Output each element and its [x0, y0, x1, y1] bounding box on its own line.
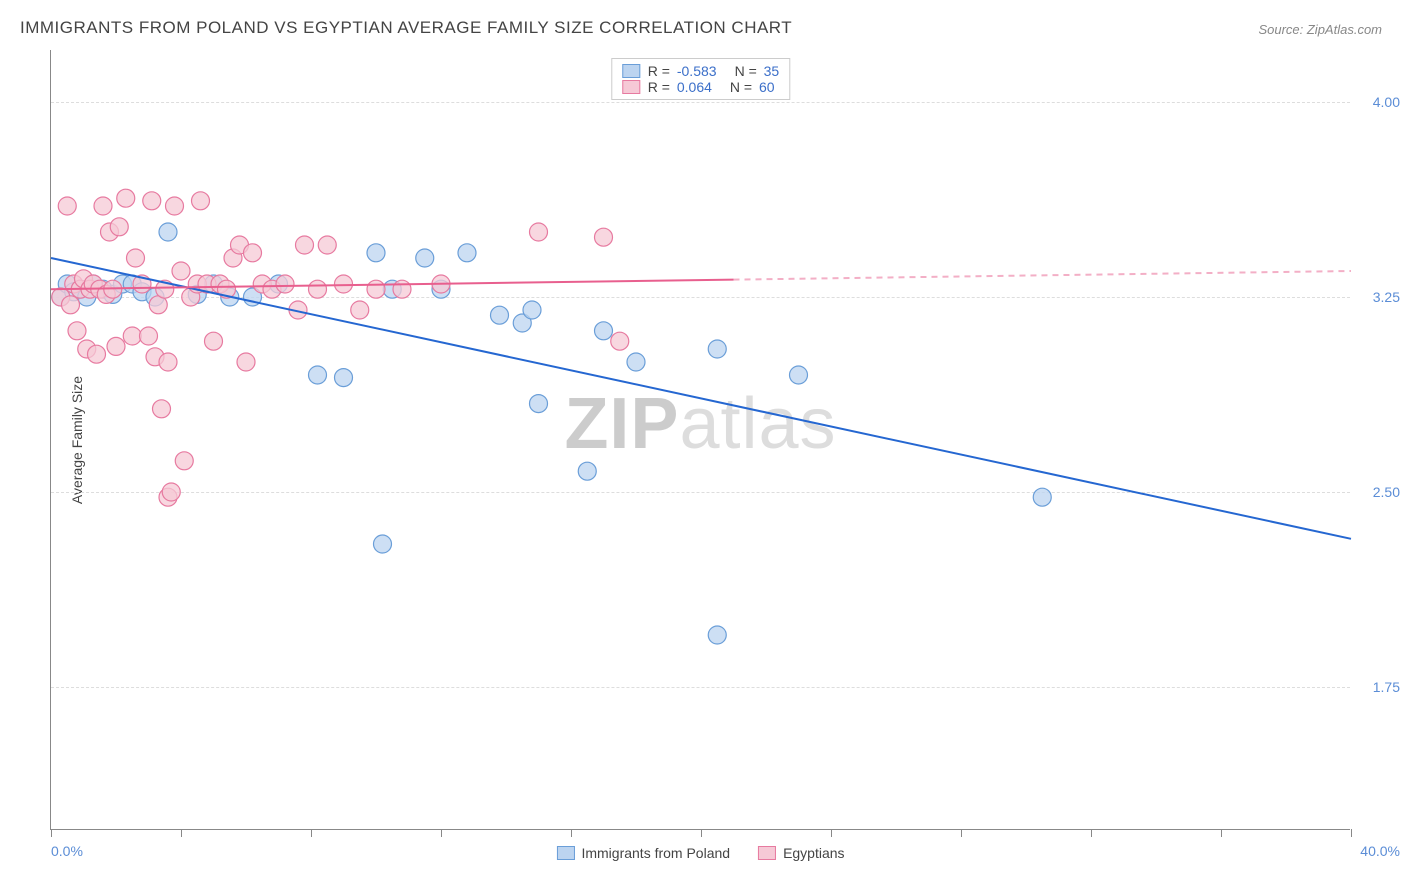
n-label: N = 60 [730, 79, 775, 95]
legend-stats: R = -0.583 N = 35 R = 0.064 N = 60 [611, 58, 790, 100]
legend-series-label: Immigrants from Poland [581, 845, 730, 861]
x-axis-min-label: 0.0% [51, 843, 83, 859]
data-point [309, 366, 327, 384]
x-axis-max-label: 40.0% [1360, 843, 1400, 859]
data-point [110, 218, 128, 236]
data-point [172, 262, 190, 280]
r-label: R = -0.583 [648, 63, 717, 79]
data-point [367, 280, 385, 298]
data-point [351, 301, 369, 319]
data-point [335, 369, 353, 387]
source-attribution: Source: ZipAtlas.com [1258, 22, 1382, 37]
legend-swatch [758, 846, 776, 860]
x-tick [1221, 829, 1222, 837]
data-point [94, 197, 112, 215]
x-tick [701, 829, 702, 837]
data-point [523, 301, 541, 319]
y-tick-label: 4.00 [1360, 94, 1400, 110]
n-label: N = 35 [735, 63, 780, 79]
x-tick [1091, 829, 1092, 837]
x-tick [181, 829, 182, 837]
data-point [708, 340, 726, 358]
x-tick [961, 829, 962, 837]
legend-stat-row: R = 0.064 N = 60 [622, 79, 779, 95]
data-point [790, 366, 808, 384]
legend-swatch [556, 846, 574, 860]
scatter-plot-svg [51, 50, 1350, 829]
data-point [88, 345, 106, 363]
data-point [166, 197, 184, 215]
y-tick-label: 3.25 [1360, 289, 1400, 305]
data-point [627, 353, 645, 371]
legend-series-label: Egyptians [783, 845, 844, 861]
x-tick [831, 829, 832, 837]
data-point [175, 452, 193, 470]
data-point [309, 280, 327, 298]
legend-swatch [622, 80, 640, 94]
trend-line [51, 258, 1351, 539]
x-tick [311, 829, 312, 837]
data-point [153, 400, 171, 418]
data-point [159, 223, 177, 241]
legend-series-item: Immigrants from Poland [556, 845, 730, 861]
r-label: R = 0.064 [648, 79, 712, 95]
data-point [367, 244, 385, 262]
data-point [611, 332, 629, 350]
chart-plot-area: ZIPatlas Average Family Size 1.752.503.2… [50, 50, 1350, 830]
data-point [276, 275, 294, 293]
x-tick [571, 829, 572, 837]
data-point [62, 296, 80, 314]
x-tick [441, 829, 442, 837]
chart-title: IMMIGRANTS FROM POLAND VS EGYPTIAN AVERA… [20, 18, 792, 38]
data-point [117, 189, 135, 207]
data-point [578, 462, 596, 480]
data-point [192, 192, 210, 210]
data-point [530, 223, 548, 241]
data-point [162, 483, 180, 501]
data-point [1033, 488, 1051, 506]
x-tick [51, 829, 52, 837]
trend-line-extrapolated [734, 271, 1352, 280]
data-point [708, 626, 726, 644]
data-point [458, 244, 476, 262]
y-tick-label: 2.50 [1360, 484, 1400, 500]
data-point [159, 353, 177, 371]
data-point [140, 327, 158, 345]
data-point [530, 395, 548, 413]
data-point [58, 197, 76, 215]
data-point [237, 353, 255, 371]
data-point [393, 280, 411, 298]
data-point [107, 337, 125, 355]
legend-series: Immigrants from Poland Egyptians [556, 845, 844, 861]
data-point [374, 535, 392, 553]
data-point [595, 228, 613, 246]
y-tick-label: 1.75 [1360, 679, 1400, 695]
data-point [595, 322, 613, 340]
data-point [143, 192, 161, 210]
data-point [127, 249, 145, 267]
x-tick [1351, 829, 1352, 837]
legend-series-item: Egyptians [758, 845, 844, 861]
data-point [244, 244, 262, 262]
legend-stat-row: R = -0.583 N = 35 [622, 63, 779, 79]
legend-swatch [622, 64, 640, 78]
data-point [335, 275, 353, 293]
data-point [491, 306, 509, 324]
data-point [296, 236, 314, 254]
data-point [68, 322, 86, 340]
data-point [318, 236, 336, 254]
data-point [416, 249, 434, 267]
data-point [123, 327, 141, 345]
data-point [205, 332, 223, 350]
